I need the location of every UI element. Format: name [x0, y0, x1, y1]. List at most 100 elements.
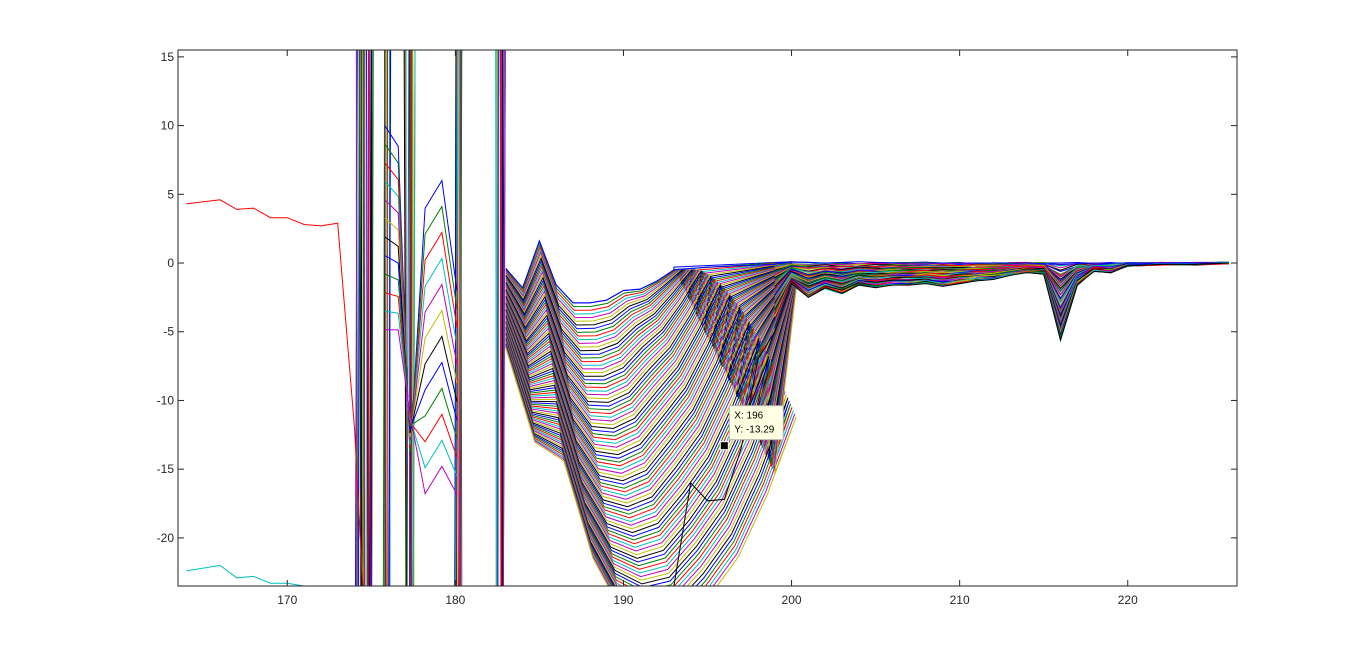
background-series-line — [384, 310, 458, 477]
background-series-line — [495, 50, 497, 586]
background-series-line — [505, 268, 794, 403]
y-tick-label: -20 — [157, 531, 175, 545]
background-series-line — [412, 50, 416, 586]
background-series-line — [505, 274, 795, 493]
series-line-2[interactable] — [505, 239, 1229, 304]
y-tick-label: -5 — [163, 325, 174, 339]
background-series-line — [505, 275, 796, 500]
background-series-line — [384, 255, 458, 430]
background-series-line — [505, 278, 796, 541]
series-line-0[interactable] — [186, 199, 364, 586]
background-series-line — [505, 269, 794, 422]
background-series-line — [505, 282, 797, 586]
background-series-line — [366, 50, 369, 586]
data-tip-box — [728, 405, 784, 441]
background-series-line — [505, 273, 795, 474]
background-series-line — [505, 284, 797, 586]
background-series-line — [505, 265, 793, 363]
data-tip[interactable]: X: 196 Y: -13.29 — [719, 405, 784, 451]
background-series-line — [505, 265, 793, 366]
background-series-line — [505, 266, 793, 377]
data-tip-marker[interactable] — [719, 441, 729, 451]
background-series-line — [505, 276, 796, 523]
background-series-line — [362, 50, 365, 586]
background-series-line — [505, 267, 794, 392]
background-series-line — [505, 267, 794, 389]
background-series-line — [505, 279, 796, 556]
background-series-line — [505, 279, 796, 552]
background-series-line — [502, 50, 506, 586]
background-series-line — [363, 50, 366, 586]
axis-ticks: 170 180 190 200 210 220 15 10 5 0 -5 -10 -15 -20 — [157, 50, 1237, 607]
background-series-line — [505, 272, 795, 463]
background-series-line — [384, 125, 458, 456]
y-tick-label: 15 — [161, 50, 175, 64]
background-series-line — [505, 267, 794, 396]
x-tick-label: 210 — [950, 593, 970, 607]
background-series-line — [505, 269, 794, 415]
series-line-3[interactable] — [673, 262, 1229, 586]
background-series-line — [458, 50, 461, 586]
background-series-line — [382, 50, 386, 586]
background-series-line — [505, 272, 795, 459]
background-series-line — [505, 269, 794, 426]
data-tip-text: Y: -13.29 — [734, 425, 774, 436]
background-series-line — [456, 50, 459, 586]
background-series-line — [505, 284, 797, 586]
background-series-line — [505, 265, 793, 370]
background-series-line — [385, 50, 388, 586]
background-series-line — [505, 283, 797, 586]
background-series-line — [388, 50, 392, 586]
background-series-line — [505, 280, 797, 567]
background-series-line — [505, 278, 796, 545]
axes-frame — [177, 49, 1238, 587]
y-tick-label: 5 — [167, 187, 174, 201]
x-tick-label: 220 — [1118, 593, 1138, 607]
background-series-line — [505, 275, 796, 504]
background-series-line — [505, 259, 792, 330]
background-series-line — [505, 270, 794, 437]
background-series-line — [505, 280, 797, 574]
background-series-line — [505, 273, 795, 471]
background-series-line — [505, 268, 794, 411]
y-tick-label: 0 — [167, 256, 174, 270]
background-series-line — [505, 272, 795, 467]
background-series-line — [409, 50, 412, 586]
background-series-line — [505, 278, 796, 537]
background-series-line — [505, 283, 797, 586]
background-series-line — [505, 264, 793, 355]
background-series-line — [505, 254, 792, 322]
background-series-line — [505, 266, 793, 381]
background-series-line — [365, 50, 368, 586]
background-series-line — [505, 277, 796, 526]
background-series-line — [409, 50, 412, 586]
background-series-line — [384, 218, 458, 437]
background-series-line — [505, 262, 793, 333]
background-series-line — [505, 264, 793, 352]
background-series-line — [505, 275, 796, 508]
background-series-line — [384, 180, 458, 445]
background-series-line — [505, 276, 796, 511]
background-series-line — [384, 273, 458, 440]
background-series-line — [497, 50, 499, 586]
background-series-line — [384, 162, 458, 449]
background-series-line — [505, 277, 796, 534]
background-series-line — [505, 270, 794, 430]
background-series-line — [460, 50, 462, 586]
background-series-line — [505, 270, 794, 433]
background-series-line — [505, 274, 795, 485]
background-series-line — [505, 274, 795, 482]
background-series-line — [384, 292, 458, 458]
plot-area[interactable] — [186, 0, 1229, 655]
background-series-line — [505, 264, 793, 348]
background-series-line — [505, 273, 795, 478]
background-series-line — [505, 268, 794, 400]
background-series-line — [505, 284, 797, 586]
background-series-line — [505, 283, 797, 586]
background-series-line — [384, 329, 458, 496]
x-tick-label: 180 — [445, 593, 465, 607]
background-series-line — [505, 266, 793, 374]
y-tick-label: -10 — [157, 393, 175, 407]
y-tick-label: -15 — [157, 462, 175, 476]
y-tick-label: 10 — [161, 119, 175, 133]
